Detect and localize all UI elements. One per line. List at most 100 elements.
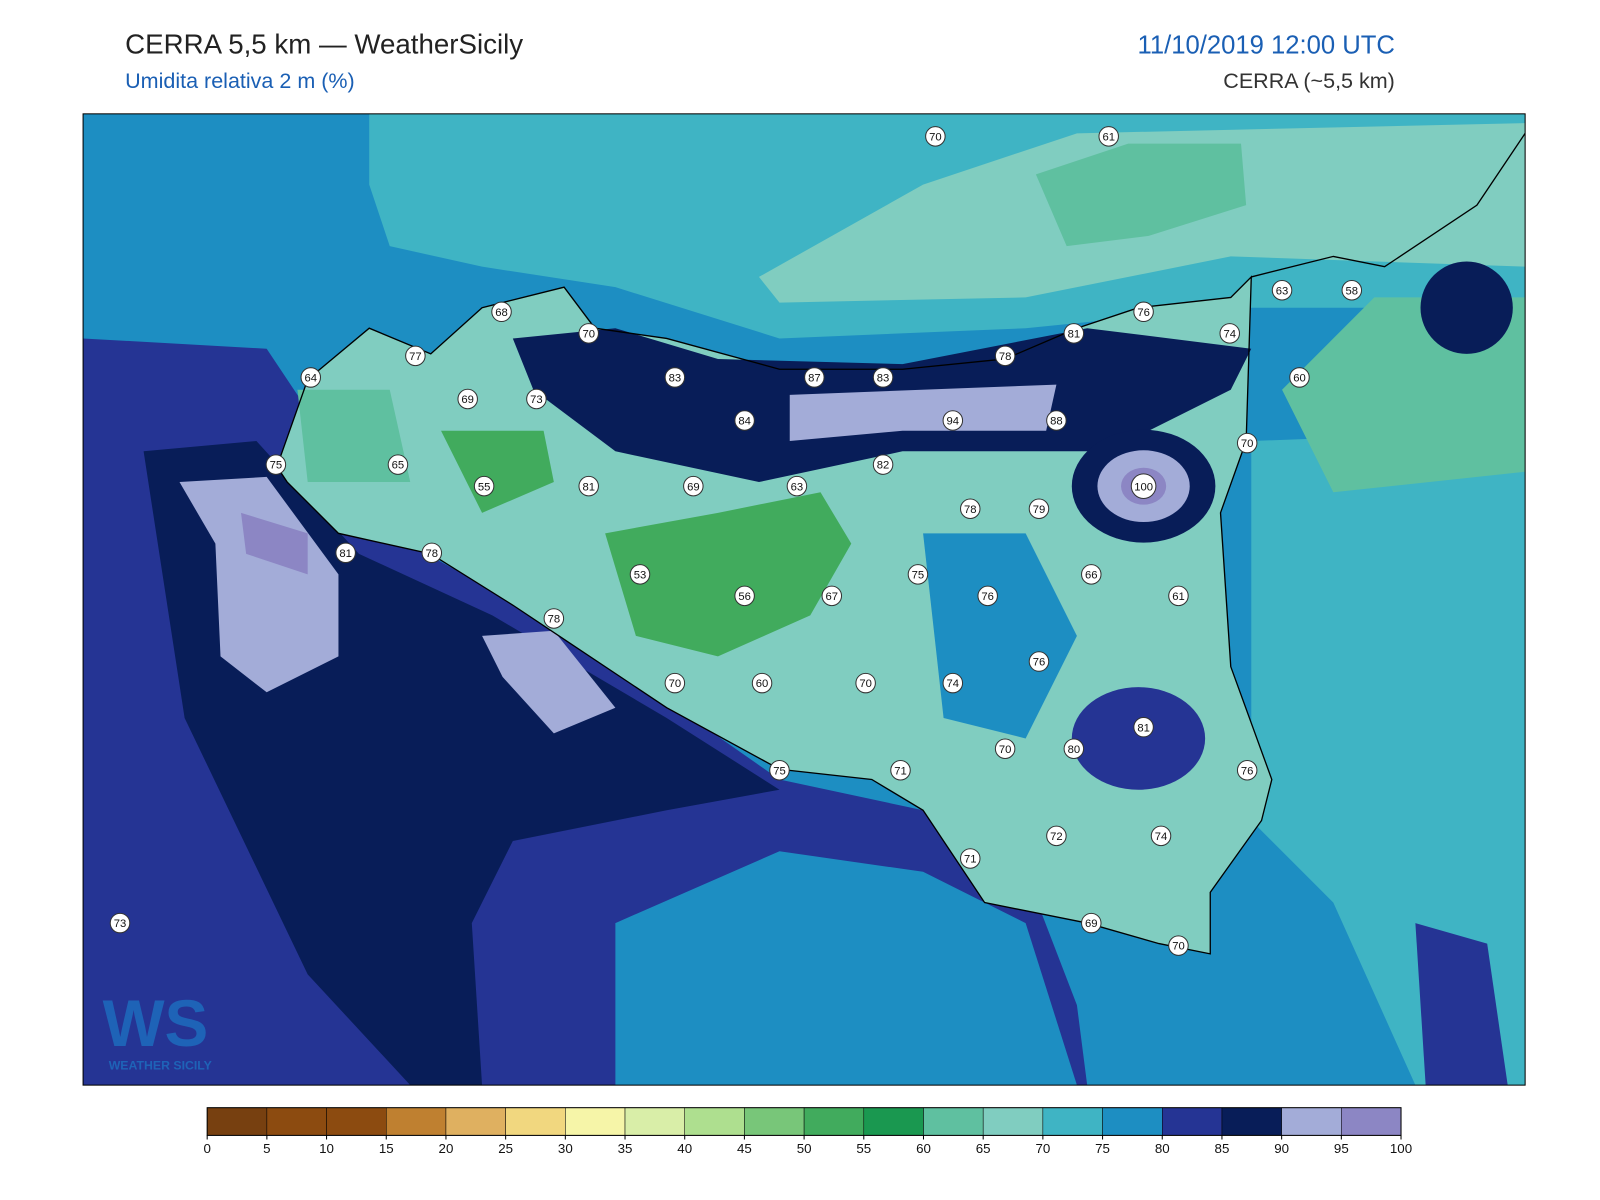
- station-marker: [1046, 825, 1067, 847]
- station-value: 58: [1346, 285, 1359, 297]
- stations: 70 61 68 70 77 64 69 73 83 87 83 78 81 76 74 63 58 60 84 94…: [109, 126, 1363, 956]
- station-marker: [1133, 301, 1154, 323]
- logo-text: WEATHER SICILY: [109, 1059, 212, 1073]
- station-value: 76: [1137, 307, 1150, 319]
- station-marker: [109, 912, 131, 934]
- station-marker: [387, 454, 409, 475]
- map-frame: [82, 113, 1526, 1086]
- station-marker: [994, 345, 1016, 367]
- station-marker: [872, 367, 894, 388]
- colorbar-bin: [266, 1107, 327, 1136]
- station-value: 70: [999, 744, 1012, 756]
- station-marker: [683, 475, 704, 497]
- station-marker: [1081, 912, 1102, 934]
- station-value: 84: [738, 416, 751, 428]
- colorbar-bin: [1221, 1107, 1282, 1136]
- station-value: 70: [669, 678, 682, 690]
- station-marker: [491, 301, 512, 323]
- station-marker: [872, 454, 894, 475]
- station-marker: [925, 126, 946, 147]
- station-marker: [786, 475, 808, 497]
- station-value: 78: [426, 548, 439, 560]
- station-marker: [1341, 279, 1363, 301]
- colorbar-tick-label: 10: [319, 1141, 334, 1156]
- colorbar-tick-label: 20: [439, 1141, 454, 1156]
- station-marker: [1063, 738, 1085, 759]
- colorbar-tick-label: 100: [1390, 1141, 1412, 1156]
- station-value: 70: [1241, 438, 1254, 450]
- station-value: 53: [634, 569, 647, 581]
- colorbar-bin: [684, 1107, 745, 1136]
- station-value: 75: [912, 569, 925, 581]
- colorbar-bin: [923, 1107, 984, 1136]
- colorbar-tick-label: 25: [498, 1141, 513, 1156]
- station-value: 76: [1241, 765, 1254, 777]
- colorbar-bin: [982, 1107, 1044, 1136]
- station-value: 75: [270, 460, 283, 472]
- station-marker: [1289, 367, 1310, 388]
- station-value: 72: [1050, 831, 1063, 843]
- colorbar-tick-label: 85: [1215, 1141, 1230, 1156]
- field-80: [1415, 923, 1508, 1086]
- colorbar-tick-label: 45: [737, 1141, 752, 1156]
- station-value: 65: [392, 460, 405, 472]
- station-marker: [265, 454, 287, 475]
- station-marker: [734, 585, 755, 607]
- station-marker: [1098, 126, 1119, 147]
- station-marker: [977, 585, 998, 607]
- station-value: 73: [530, 394, 543, 406]
- station-value: 61: [1102, 132, 1115, 144]
- station-marker: [1168, 585, 1189, 607]
- station-value: 70: [859, 678, 872, 690]
- station-marker: [664, 672, 686, 694]
- station-marker: [335, 542, 356, 564]
- station-value: 75: [773, 765, 786, 777]
- station-value: 70: [929, 132, 942, 144]
- station-value: 78: [964, 504, 977, 516]
- station-marker: [664, 367, 686, 388]
- station-value: 79: [1033, 504, 1046, 516]
- station-value: 76: [981, 591, 994, 603]
- station-marker: [473, 475, 495, 497]
- station-value: 56: [738, 591, 751, 603]
- colorbar-bin: [744, 1107, 805, 1136]
- station-value: 67: [826, 591, 839, 603]
- station-value: 81: [339, 548, 352, 560]
- station-marker: [959, 498, 981, 519]
- colorbar-tick-label: 65: [976, 1141, 991, 1156]
- colorbar-tick-label: 50: [797, 1141, 812, 1156]
- field-90: [789, 384, 1057, 442]
- coastline: [1251, 132, 1526, 278]
- station-value: 94: [947, 416, 960, 428]
- station-value: 81: [1137, 722, 1150, 734]
- station-marker: [421, 542, 443, 564]
- station-value: 69: [687, 481, 700, 493]
- field-80: [1071, 687, 1206, 790]
- colorbar-tick-label: 40: [677, 1141, 692, 1156]
- colorbar-bin: [1042, 1107, 1103, 1136]
- field-50: [441, 430, 554, 513]
- station-value: 73: [114, 918, 127, 930]
- station-value: 82: [877, 460, 890, 472]
- colorbar-tick-label: 15: [379, 1141, 394, 1156]
- station-value: 55: [478, 481, 491, 493]
- station-value: 68: [495, 307, 508, 319]
- station-marker: [890, 759, 911, 781]
- station-marker: [734, 410, 755, 431]
- station-marker: [457, 388, 478, 410]
- station-marker: [1271, 279, 1293, 301]
- station-value: 60: [1293, 373, 1306, 385]
- station-value: 100: [1134, 481, 1153, 493]
- station-value: 69: [1085, 918, 1098, 930]
- station-marker: [1236, 759, 1258, 781]
- station-marker: [1130, 473, 1157, 499]
- station-marker: [959, 848, 981, 869]
- station-marker: [629, 564, 651, 585]
- colorbar-tick-label: 5: [263, 1141, 270, 1156]
- station-value: 70: [582, 328, 595, 340]
- station-marker: [1028, 651, 1050, 672]
- colorbar-tick-label: 60: [916, 1141, 931, 1156]
- station-marker: [1046, 410, 1067, 431]
- station-value: 83: [669, 373, 682, 385]
